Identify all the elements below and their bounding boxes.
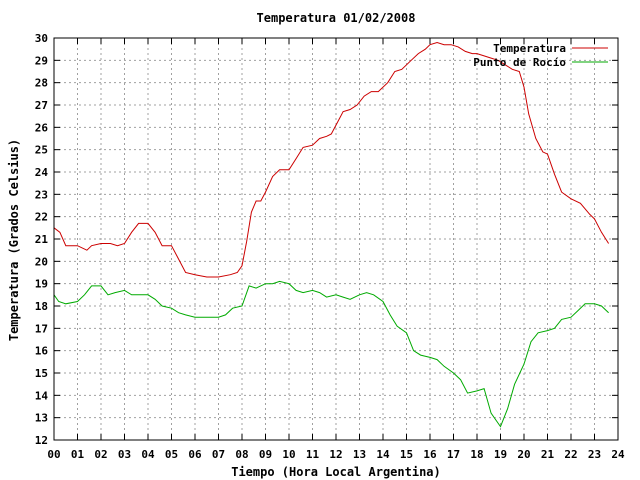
- y-tick-label: 23: [35, 188, 48, 201]
- y-tick-label: 14: [35, 389, 49, 402]
- x-tick-label: 19: [494, 448, 507, 461]
- y-tick-label: 13: [35, 412, 48, 425]
- x-tick-label: 08: [235, 448, 248, 461]
- grid-lines: [54, 38, 618, 440]
- y-tick-label: 16: [35, 345, 49, 358]
- series-layer: [53, 41, 610, 428]
- x-tick-label: 21: [541, 448, 555, 461]
- x-tick-label: 03: [118, 448, 131, 461]
- chart-title: Temperatura 01/02/2008: [257, 11, 416, 25]
- y-tick-label: 22: [35, 211, 48, 224]
- x-tick-label: 12: [329, 448, 342, 461]
- x-tick-label: 15: [400, 448, 413, 461]
- x-tick-label: 17: [447, 448, 460, 461]
- y-tick-label: 12: [35, 434, 48, 447]
- x-tick-label: 20: [517, 448, 530, 461]
- legend-label-temperatura: Temperatura: [493, 42, 566, 55]
- series-line-temperatura: [53, 41, 610, 278]
- x-tick-label: 05: [165, 448, 178, 461]
- y-tick-label: 21: [35, 233, 49, 246]
- x-tick-label: 22: [564, 448, 577, 461]
- x-tick-label: 00: [47, 448, 60, 461]
- x-tick-label: 10: [282, 448, 295, 461]
- y-tick-label: 24: [35, 166, 49, 179]
- x-tick-label: 18: [470, 448, 483, 461]
- plot-border: [53, 37, 619, 441]
- x-tick-label: 01: [71, 448, 85, 461]
- x-tick-label: 14: [376, 448, 390, 461]
- y-tick-label: 28: [35, 77, 48, 90]
- legend: Temperatura Punto de Rocío: [473, 42, 608, 69]
- x-tick-label: 13: [353, 448, 366, 461]
- y-tick-label: 18: [35, 300, 48, 313]
- x-tick-label: 09: [259, 448, 272, 461]
- y-tick-label: 29: [35, 54, 48, 67]
- axis-ticks: 12 13 14 15 16 17 18 19 20 21 22 23 24 25 26 27 28 29 30 00…: [35, 32, 625, 461]
- x-tick-label: 11: [306, 448, 320, 461]
- x-tick-label: 16: [423, 448, 437, 461]
- y-tick-label: 19: [35, 278, 48, 291]
- x-tick-label: 23: [588, 448, 601, 461]
- series-line-punto-de-rocio: [53, 280, 609, 428]
- legend-label-punto-de-rocio: Punto de Rocío: [473, 56, 566, 69]
- y-tick-label: 20: [35, 255, 48, 268]
- x-tick-label: 04: [141, 448, 155, 461]
- y-axis-label: Temperatura (Grados Celsius): [7, 139, 21, 341]
- y-tick-label: 17: [35, 322, 48, 335]
- y-tick-label: 27: [35, 99, 48, 112]
- y-tick-label: 26: [35, 121, 49, 134]
- x-axis-label: Tiempo (Hora Local Argentina): [231, 465, 441, 479]
- y-tick-label: 25: [35, 144, 48, 157]
- x-tick-label: 06: [188, 448, 202, 461]
- x-tick-label: 02: [94, 448, 107, 461]
- y-tick-label: 30: [35, 32, 48, 45]
- y-tick-label: 15: [35, 367, 48, 380]
- x-tick-label: 07: [212, 448, 225, 461]
- x-tick-label: 24: [611, 448, 625, 461]
